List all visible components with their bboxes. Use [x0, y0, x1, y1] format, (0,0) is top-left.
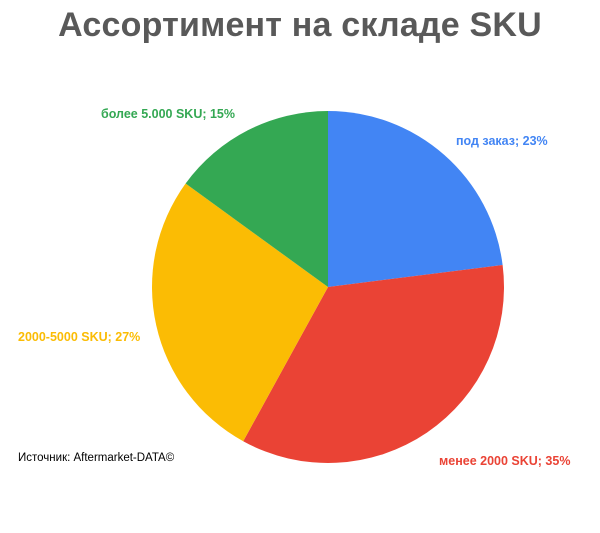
slice-label-less-2000: менее 2000 SKU; 35%: [439, 454, 571, 468]
pie-slice-under-order: [328, 111, 503, 287]
slice-label-under-order: под заказ; 23%: [456, 134, 548, 148]
pie-slice-2000-5000: [151, 183, 328, 442]
source-note: Источник: Aftermarket-DATA©: [18, 452, 175, 464]
chart-title: Ассортимент на складе SKU: [58, 6, 542, 44]
pie-slice-more-5000: [185, 110, 328, 287]
slice-label-more-5000: более 5.000 SKU; 15%: [101, 107, 235, 121]
slice-label-2000-5000: 2000-5000 SKU; 27%: [18, 330, 141, 344]
pie-slice-less-2000: [243, 264, 504, 463]
